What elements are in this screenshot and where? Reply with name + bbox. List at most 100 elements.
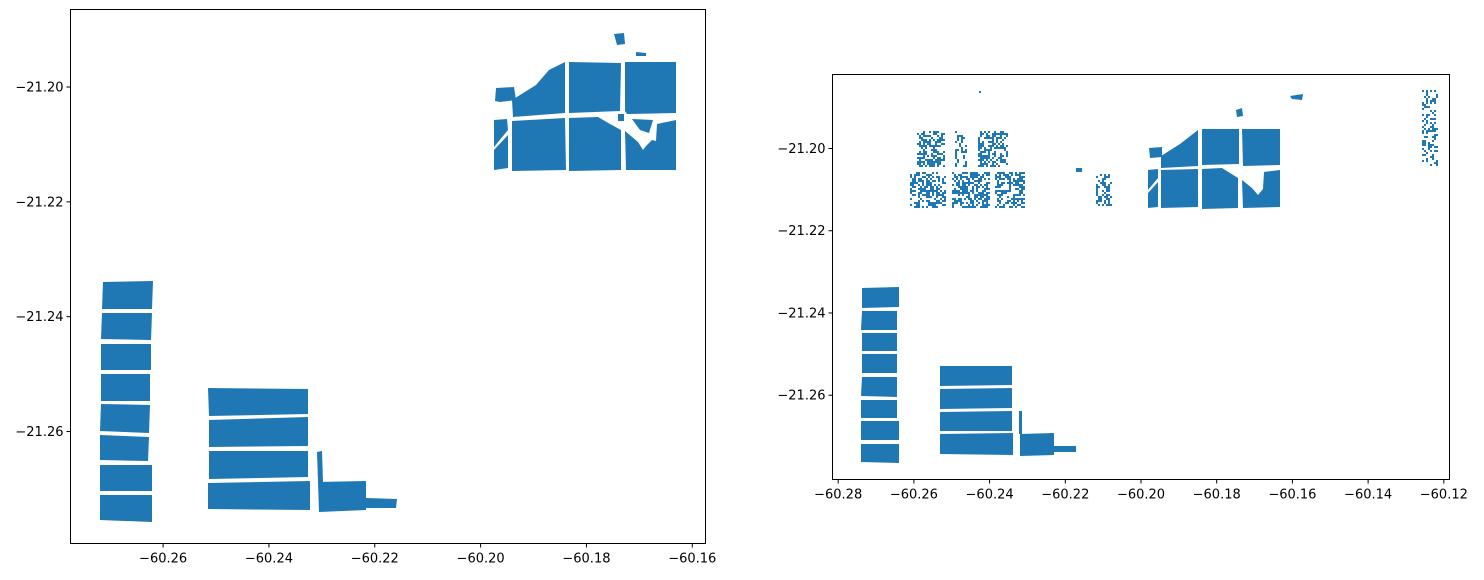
speckle — [924, 188, 926, 190]
speckle — [1432, 128, 1434, 130]
speckle — [1021, 172, 1023, 174]
speckle — [1005, 176, 1007, 178]
speckle — [1106, 190, 1108, 192]
speckle — [976, 172, 978, 174]
speckle — [936, 202, 938, 204]
speckle — [1434, 136, 1436, 138]
speckle — [988, 135, 990, 137]
parcel — [1054, 446, 1076, 452]
speckle — [926, 200, 928, 202]
speckle — [1096, 190, 1098, 192]
speckle — [1017, 178, 1019, 180]
speckle — [994, 153, 996, 155]
speckle — [1098, 200, 1100, 202]
parcel — [101, 374, 150, 401]
speckle — [933, 165, 935, 167]
speckle — [927, 159, 929, 161]
speckle — [966, 202, 968, 204]
speckle — [992, 135, 994, 137]
speckle — [966, 178, 968, 180]
speckle — [932, 186, 934, 188]
speckle — [955, 163, 957, 165]
speckle — [929, 143, 931, 145]
speckle — [1432, 126, 1434, 128]
speckle — [1009, 182, 1011, 184]
speckle — [1430, 100, 1432, 102]
speckle — [920, 198, 922, 200]
speckle — [1430, 144, 1432, 146]
speckle — [995, 176, 997, 178]
speckle — [1000, 133, 1002, 135]
speckle — [933, 131, 935, 133]
speckle — [918, 174, 920, 176]
speckle — [934, 204, 936, 206]
speckle — [996, 163, 998, 165]
speckle — [984, 198, 986, 200]
speckle — [919, 159, 921, 161]
speckle — [980, 143, 982, 145]
speckle — [1001, 182, 1003, 184]
speckle — [962, 172, 964, 174]
speckle — [1424, 106, 1426, 108]
speckle — [1019, 176, 1021, 178]
speckle — [943, 165, 945, 167]
speckle — [1102, 178, 1104, 180]
speckle — [1434, 138, 1436, 140]
speckle — [927, 155, 929, 157]
speckle — [986, 202, 988, 204]
left-parcels — [100, 33, 676, 522]
speckle — [954, 180, 956, 182]
speckle — [999, 184, 1001, 186]
speckle — [988, 182, 990, 184]
speckle — [982, 165, 984, 167]
speckle — [924, 186, 926, 188]
speckle — [982, 200, 984, 202]
speckle — [1104, 186, 1106, 188]
speckle — [963, 157, 965, 159]
speckle — [920, 180, 922, 182]
speckle — [978, 186, 980, 188]
speckle — [1000, 161, 1002, 163]
parcel — [208, 388, 308, 416]
speckle — [925, 145, 927, 147]
speckle — [958, 190, 960, 192]
speckle — [918, 180, 920, 182]
speckle — [944, 176, 946, 178]
speckle — [1432, 144, 1434, 146]
parcel — [940, 388, 1012, 409]
speckle — [952, 190, 954, 192]
speckle — [926, 182, 928, 184]
speckle — [923, 135, 925, 137]
parcel — [862, 333, 897, 351]
speckle — [956, 190, 958, 192]
parcel — [1161, 130, 1198, 168]
speckle — [960, 198, 962, 200]
speckle — [955, 151, 957, 153]
speckle — [1003, 172, 1005, 174]
speckle — [937, 163, 939, 165]
speckle — [974, 176, 976, 178]
speckle — [923, 163, 925, 165]
speckle — [982, 196, 984, 198]
speckle — [984, 190, 986, 192]
speckle — [1434, 98, 1436, 100]
speckle — [938, 180, 940, 182]
speckle — [939, 157, 941, 159]
parcel — [209, 417, 308, 447]
speckle — [978, 180, 980, 182]
speckle — [1019, 172, 1021, 174]
speckle — [937, 145, 939, 147]
speckle — [926, 186, 928, 188]
speckle — [974, 206, 976, 208]
speckle — [972, 200, 974, 202]
speckle — [968, 180, 970, 182]
speckle — [960, 186, 962, 188]
speckle — [978, 153, 980, 155]
speckle — [1096, 192, 1098, 194]
speckle — [962, 176, 964, 178]
speckle — [1422, 160, 1424, 162]
speckle — [944, 200, 946, 202]
speckle — [994, 147, 996, 149]
speckle — [939, 161, 941, 163]
speckle — [1015, 198, 1017, 200]
